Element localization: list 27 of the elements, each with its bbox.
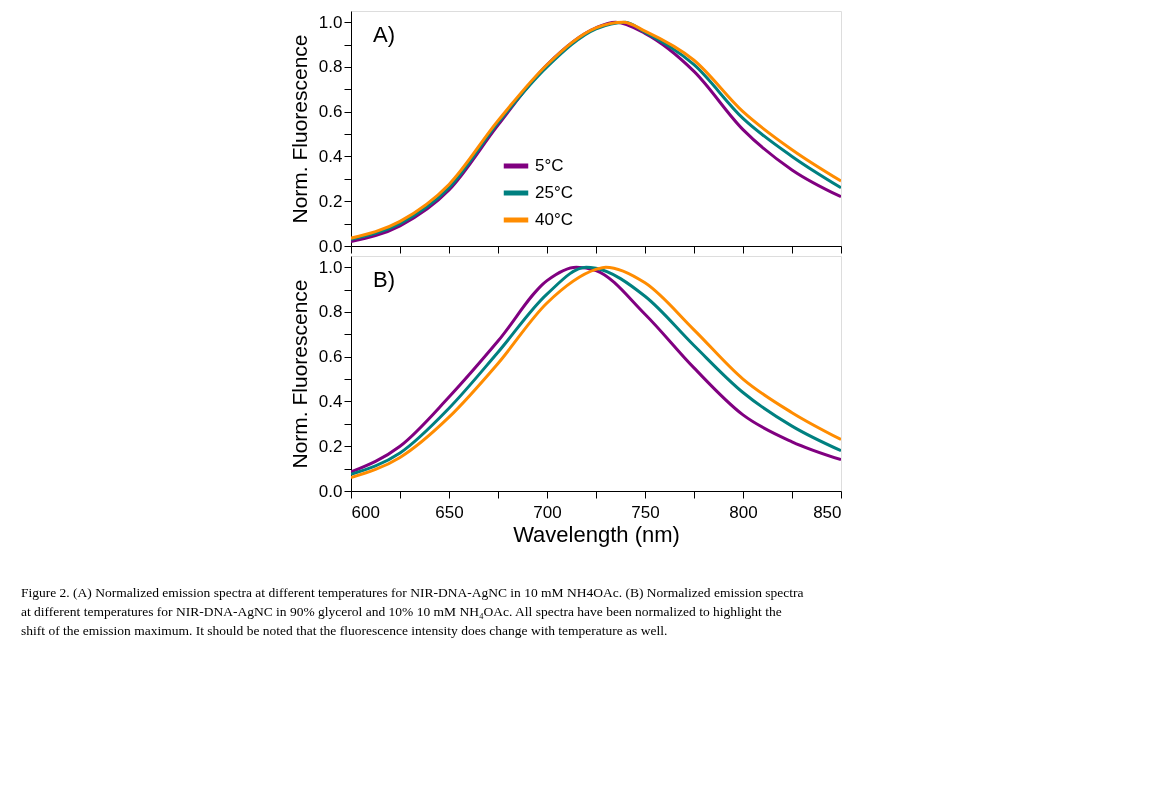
y-tick-label: 0.2 [318, 191, 343, 211]
y-tick-label: 0.2 [318, 436, 343, 456]
legend-label: 5°C [535, 156, 564, 175]
y-tick-label: 1.0 [318, 257, 343, 277]
annotation: A) [373, 22, 395, 47]
legend-label: 40°C [535, 210, 573, 229]
y-axis-title: Norm. Fluorescence [287, 279, 311, 469]
x-tick-label: 850 [813, 502, 842, 522]
x-tick-label: 600 [351, 502, 380, 522]
y-tick-label: 0.4 [318, 146, 343, 166]
y-tick-label: 0.8 [318, 57, 343, 77]
x-tick-label: 700 [533, 502, 562, 522]
y-tick-label: 1.0 [318, 12, 343, 32]
x-axis-title: Wavelength (nm) [513, 521, 680, 547]
y-tick-label: 0.0 [318, 236, 343, 256]
y-axis-title: Norm. Fluorescence [287, 34, 311, 224]
x-tick-label: 800 [729, 502, 758, 522]
y-tick-label: 0.0 [318, 481, 343, 501]
y-tick-label: 0.4 [318, 391, 343, 411]
y-tick-label: 0.8 [318, 302, 343, 322]
x-tick-label: 750 [631, 502, 660, 522]
y-tick-label: 0.6 [318, 102, 343, 122]
caption: Figure 2. (A) Normalized emission spectra at different temperatures for NIR-DNA-AgNC in 10 mM NH4OAc. (B) Normalized emission spectra at different temperatures for NIR-DNA-AgNC in 90% glycerol and 10% 10 mM NH₄OAc. All spectra have been normalized to highlight the shift of the emission maximum. It should be noted that the fluorescence intensity does change with temperature as well. [21, 585, 804, 638]
annotation: B) [373, 267, 395, 292]
legend-label: 25°C [535, 183, 573, 202]
y-tick-label: 0.6 [318, 347, 343, 367]
x-tick-label: 650 [435, 502, 464, 522]
